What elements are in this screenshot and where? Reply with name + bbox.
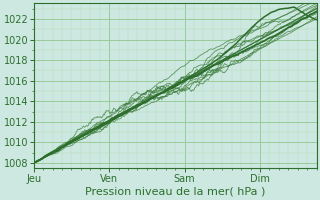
X-axis label: Pression niveau de la mer( hPa ): Pression niveau de la mer( hPa ) [85,187,265,197]
